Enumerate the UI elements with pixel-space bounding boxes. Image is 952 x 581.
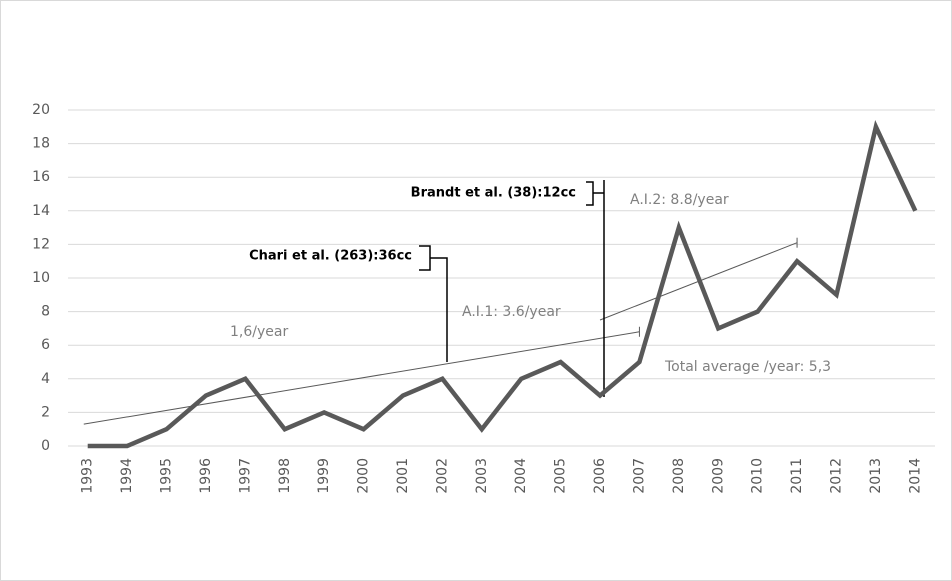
- x-tick-label: 2012: [828, 458, 844, 494]
- data-line: [87, 119, 918, 449]
- y-tick-label: 2: [41, 404, 50, 420]
- y-tick-label: 4: [41, 371, 50, 387]
- y-tick-label: 20: [32, 102, 50, 118]
- y-tick-label: 14: [32, 203, 50, 219]
- y-tick-label: 18: [32, 136, 50, 152]
- x-tick-label: 1998: [277, 458, 293, 494]
- x-tick-label: 2010: [750, 458, 766, 494]
- y-tick-label: 0: [41, 438, 50, 454]
- x-tick-label: 2009: [710, 458, 726, 494]
- x-tick-label: 2008: [671, 458, 687, 494]
- annotation: A.I.2: 8.8/year: [630, 192, 729, 208]
- x-tick-label: 1999: [316, 458, 332, 494]
- x-tick-label: 2011: [789, 458, 805, 494]
- annotation: Chari et al. (263):36cc: [249, 249, 412, 264]
- x-tick-label: 2013: [868, 458, 884, 494]
- x-tick-label: 2006: [592, 458, 608, 494]
- y-tick-label: 12: [32, 236, 50, 252]
- annotation: A.I.1: 3.6/year: [462, 304, 561, 320]
- bracket: [586, 180, 605, 397]
- x-tick-label: 2001: [395, 458, 411, 494]
- annotation: 1,6/year: [230, 324, 288, 340]
- annotation: Brandt et al. (38):12cc: [411, 186, 576, 201]
- trend-line: [83, 331, 640, 425]
- x-tick-label: 2003: [474, 458, 490, 494]
- x-tick-label: 2014: [907, 458, 923, 494]
- y-tick-label: 8: [41, 304, 50, 320]
- x-tick-label: 2004: [513, 458, 529, 494]
- x-tick-label: 1995: [159, 458, 175, 494]
- x-tick-label: 1994: [119, 458, 135, 494]
- x-tick-label: 2002: [434, 458, 450, 494]
- y-tick-label: 6: [41, 337, 50, 353]
- annotation: Total average /year: 5,3: [664, 359, 831, 375]
- bracket: [419, 245, 448, 362]
- x-tick-label: 1996: [198, 458, 214, 494]
- x-tick-label: 2007: [631, 458, 647, 494]
- x-tick-label: 1997: [237, 458, 253, 494]
- x-tick-label: 2005: [553, 458, 569, 494]
- y-tick-label: 10: [32, 270, 50, 286]
- x-tick-label: 1993: [80, 458, 96, 494]
- y-tick-label: 16: [32, 169, 50, 185]
- x-tick-label: 2000: [356, 458, 372, 494]
